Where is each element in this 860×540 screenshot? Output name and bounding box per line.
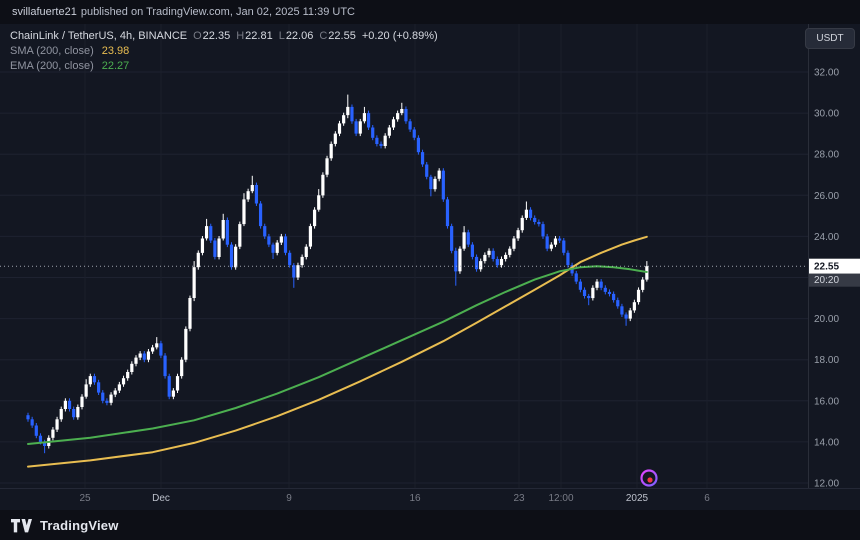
footer-bar: TradingView — [0, 510, 860, 540]
publish-text: published on TradingView.com, Jan 02, 20… — [80, 6, 355, 18]
countdown-tag: 20:20 — [809, 273, 860, 287]
svg-text:20:20: 20:20 — [814, 275, 839, 286]
time-axis-label: 2025 — [625, 493, 649, 504]
currency-toggle-button[interactable]: USDT — [805, 28, 855, 49]
time-gridlines — [84, 24, 708, 488]
price-axis[interactable] — [808, 24, 860, 488]
svg-text:24.00: 24.00 — [814, 232, 839, 243]
svg-text:12.00: 12.00 — [814, 479, 839, 489]
time-axis-label: Dec — [152, 493, 170, 504]
symbol-legend-row[interactable]: ChainLink / TetherUS, 4h, BINANCE O 22.35… — [10, 29, 438, 44]
time-axis[interactable]: 25 Dec 9 16 23 12:00 2025 6 — [0, 488, 860, 510]
svg-text:28.00: 28.00 — [814, 150, 839, 161]
indicator-legend-ema[interactable]: EMA (200, close) 22.27 — [10, 59, 438, 74]
time-axis-label: 25 — [79, 493, 91, 504]
last-price-tag: 22.55 — [809, 258, 860, 274]
high-label: H — [236, 30, 245, 42]
svg-text:22.55: 22.55 — [814, 262, 839, 273]
svg-text:20.00: 20.00 — [814, 314, 839, 325]
svg-text:26.00: 26.00 — [814, 191, 839, 202]
svg-text:30.00: 30.00 — [814, 109, 839, 120]
close-label: C — [319, 30, 328, 42]
chart-canvas[interactable]: 32.0030.0028.0026.0024.0022.0020.0018.00… — [0, 24, 860, 488]
sma-label: SMA (200, close) — [10, 45, 94, 57]
tradingview-brand[interactable]: TradingView — [40, 517, 119, 533]
published-idea-marker[interactable] — [640, 469, 658, 487]
low-value: 22.06 — [285, 30, 314, 42]
ema-200-line — [27, 265, 648, 445]
sma-value: 23.98 — [101, 45, 130, 57]
time-axis-label: 9 — [286, 493, 292, 504]
svg-text:16.00: 16.00 — [814, 396, 839, 407]
candles — [26, 94, 649, 454]
svg-text:14.00: 14.00 — [814, 437, 839, 448]
ema-label: EMA (200, close) — [10, 60, 94, 72]
indicator-legend-sma[interactable]: SMA (200, close) 23.98 — [10, 44, 438, 59]
open-value: 22.35 — [202, 30, 231, 42]
svg-text:18.00: 18.00 — [814, 355, 839, 366]
high-value: 22.81 — [245, 30, 273, 42]
sma-200-line — [27, 235, 648, 468]
price-gridlines — [0, 71, 808, 484]
close-value: 22.55 — [328, 30, 356, 42]
change-value: +0.20 (+0.89%) — [361, 30, 438, 42]
time-axis-label: 6 — [704, 493, 710, 504]
time-axis-label: 12:00 — [548, 493, 574, 504]
publish-username: svillafuerte21 — [12, 6, 77, 18]
svg-text:32.00: 32.00 — [814, 68, 839, 79]
publish-info-bar: svillafuerte21 published on TradingView.… — [0, 0, 860, 24]
time-axis-label: 16 — [409, 493, 421, 504]
chart-area: 32.0030.0028.0026.0024.0022.0020.0018.00… — [0, 24, 860, 488]
time-axis-label: 23 — [513, 493, 525, 504]
chart-legend: ChainLink / TetherUS, 4h, BINANCE O 22.35… — [10, 29, 438, 74]
symbol-title: ChainLink / TetherUS, 4h, BINANCE — [10, 30, 188, 42]
open-label: O — [193, 30, 202, 42]
tradingview-logo-icon[interactable] — [11, 518, 33, 533]
ema-value: 22.27 — [101, 60, 130, 72]
low-label: L — [278, 30, 285, 42]
